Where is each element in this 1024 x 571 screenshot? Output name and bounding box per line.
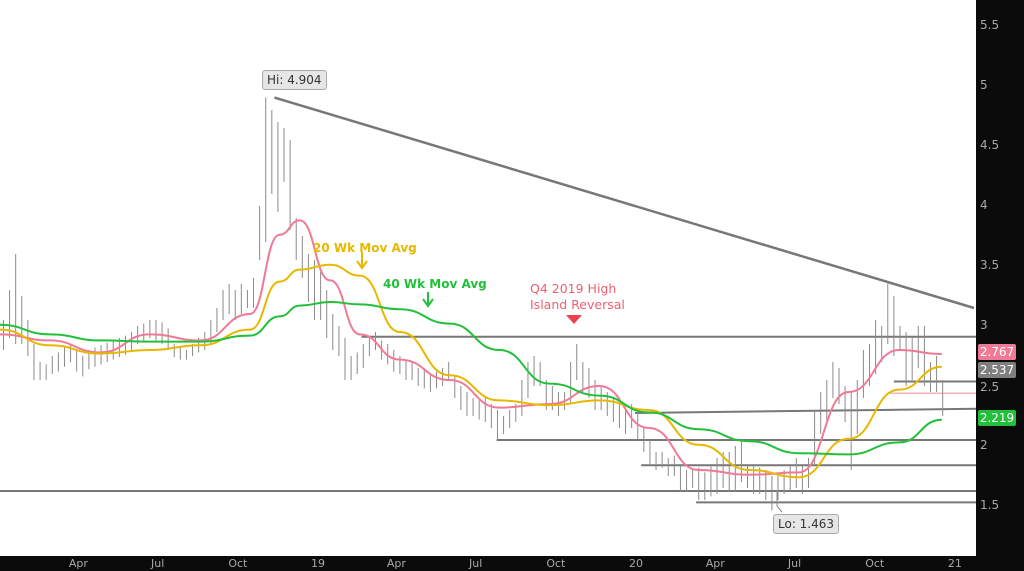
y-tick-label: 2: [980, 438, 988, 452]
downtrend-line: [274, 96, 975, 310]
ma40-line: [0, 300, 942, 456]
high-callout: Hi: 4.904: [262, 70, 327, 90]
ma40-arrow-icon: [422, 292, 434, 308]
x-tick-label: Apr: [386, 557, 406, 570]
reversal-line1: Q4 2019 High: [530, 281, 617, 296]
low-callout-pointer: [776, 490, 783, 513]
horizontal-level-line: [635, 407, 977, 414]
ma40-annotation: 40 Wk Mov Avg: [383, 277, 487, 291]
ma10-line: [0, 219, 942, 476]
x-tick-label: 21: [947, 557, 962, 570]
low-callout: Lo: 1.463: [773, 514, 840, 534]
price-tag: 2.537: [978, 362, 1016, 378]
x-tick-label: 19: [311, 557, 325, 570]
x-tick-label: Apr: [68, 557, 88, 570]
reversal-line2: Island Reversal: [530, 297, 625, 312]
reversal-annotation: Q4 2019 High Island Reversal: [530, 281, 625, 313]
x-tick-label: Oct: [228, 557, 248, 570]
x-tick-label: 20: [629, 557, 643, 570]
ma20-arrow-icon: [356, 252, 368, 270]
y-tick-label: 1.5: [980, 498, 1000, 512]
x-tick-label: Oct: [865, 557, 885, 570]
x-tick-label: Apr: [705, 557, 725, 570]
x-tick-label: Oct: [546, 557, 566, 570]
x-tick-label: Jul: [469, 557, 483, 570]
price-tag: 2.767: [978, 344, 1016, 360]
x-tick-label: Jul: [151, 557, 165, 570]
y-tick-label: 3.5: [980, 258, 1000, 272]
y-tick-label: 4.5: [980, 138, 1000, 152]
price-tag: 2.219: [978, 410, 1016, 426]
ma20-annotation: 20 Wk Mov Avg: [313, 241, 417, 255]
y-tick-label: 3: [980, 318, 988, 332]
y-tick-label: 5: [980, 78, 988, 92]
y-tick-label: 2.5: [980, 380, 1000, 394]
x-tick-label: Jul: [787, 557, 802, 570]
reversal-triangle-icon: [566, 315, 582, 324]
ma20-line: [0, 263, 942, 479]
y-tick-label: 5.5: [980, 18, 1000, 32]
y-tick-label: 4: [980, 198, 988, 212]
plot-area: [0, 0, 976, 556]
